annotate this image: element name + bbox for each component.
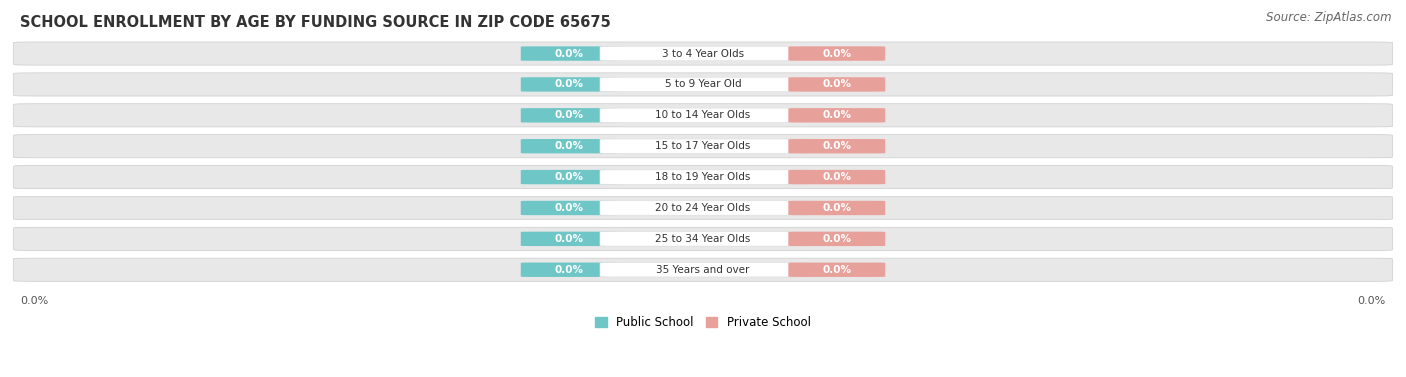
FancyBboxPatch shape xyxy=(520,262,617,277)
Text: 0.0%: 0.0% xyxy=(823,234,851,244)
Text: 0.0%: 0.0% xyxy=(21,296,49,306)
FancyBboxPatch shape xyxy=(789,77,886,92)
FancyBboxPatch shape xyxy=(14,166,1392,188)
FancyBboxPatch shape xyxy=(600,108,806,123)
FancyBboxPatch shape xyxy=(520,201,617,215)
Text: 0.0%: 0.0% xyxy=(823,265,851,275)
FancyBboxPatch shape xyxy=(14,73,1392,96)
Text: 0.0%: 0.0% xyxy=(555,203,583,213)
Text: 0.0%: 0.0% xyxy=(823,80,851,89)
FancyBboxPatch shape xyxy=(520,108,617,123)
Text: 0.0%: 0.0% xyxy=(823,141,851,151)
Text: 5 to 9 Year Old: 5 to 9 Year Old xyxy=(665,80,741,89)
Text: 0.0%: 0.0% xyxy=(823,172,851,182)
FancyBboxPatch shape xyxy=(789,170,886,184)
Text: 0.0%: 0.0% xyxy=(555,172,583,182)
Text: SCHOOL ENROLLMENT BY AGE BY FUNDING SOURCE IN ZIP CODE 65675: SCHOOL ENROLLMENT BY AGE BY FUNDING SOUR… xyxy=(21,15,612,30)
FancyBboxPatch shape xyxy=(520,231,617,246)
FancyBboxPatch shape xyxy=(600,139,806,153)
FancyBboxPatch shape xyxy=(600,46,806,61)
FancyBboxPatch shape xyxy=(789,139,886,153)
Text: 3 to 4 Year Olds: 3 to 4 Year Olds xyxy=(662,49,744,58)
FancyBboxPatch shape xyxy=(520,139,617,153)
Text: 0.0%: 0.0% xyxy=(555,80,583,89)
FancyBboxPatch shape xyxy=(14,135,1392,158)
Text: 0.0%: 0.0% xyxy=(823,203,851,213)
Text: 0.0%: 0.0% xyxy=(1357,296,1385,306)
FancyBboxPatch shape xyxy=(14,227,1392,250)
Text: 0.0%: 0.0% xyxy=(555,265,583,275)
FancyBboxPatch shape xyxy=(520,46,617,61)
Text: 35 Years and over: 35 Years and over xyxy=(657,265,749,275)
FancyBboxPatch shape xyxy=(14,104,1392,127)
Text: 0.0%: 0.0% xyxy=(555,49,583,58)
Text: 0.0%: 0.0% xyxy=(555,110,583,120)
Text: 10 to 14 Year Olds: 10 to 14 Year Olds xyxy=(655,110,751,120)
FancyBboxPatch shape xyxy=(520,170,617,184)
Text: 0.0%: 0.0% xyxy=(555,141,583,151)
Text: 25 to 34 Year Olds: 25 to 34 Year Olds xyxy=(655,234,751,244)
FancyBboxPatch shape xyxy=(600,201,806,215)
Text: 0.0%: 0.0% xyxy=(823,49,851,58)
Text: 0.0%: 0.0% xyxy=(823,110,851,120)
Text: 20 to 24 Year Olds: 20 to 24 Year Olds xyxy=(655,203,751,213)
Text: 15 to 17 Year Olds: 15 to 17 Year Olds xyxy=(655,141,751,151)
Text: 0.0%: 0.0% xyxy=(555,234,583,244)
FancyBboxPatch shape xyxy=(600,262,806,277)
FancyBboxPatch shape xyxy=(789,231,886,246)
FancyBboxPatch shape xyxy=(600,231,806,246)
FancyBboxPatch shape xyxy=(789,201,886,215)
Legend: Public School, Private School: Public School, Private School xyxy=(591,311,815,334)
FancyBboxPatch shape xyxy=(789,262,886,277)
FancyBboxPatch shape xyxy=(600,170,806,184)
FancyBboxPatch shape xyxy=(14,42,1392,65)
FancyBboxPatch shape xyxy=(520,77,617,92)
Text: Source: ZipAtlas.com: Source: ZipAtlas.com xyxy=(1267,11,1392,24)
FancyBboxPatch shape xyxy=(14,258,1392,281)
FancyBboxPatch shape xyxy=(14,196,1392,219)
FancyBboxPatch shape xyxy=(789,108,886,123)
FancyBboxPatch shape xyxy=(789,46,886,61)
Text: 18 to 19 Year Olds: 18 to 19 Year Olds xyxy=(655,172,751,182)
FancyBboxPatch shape xyxy=(600,77,806,92)
